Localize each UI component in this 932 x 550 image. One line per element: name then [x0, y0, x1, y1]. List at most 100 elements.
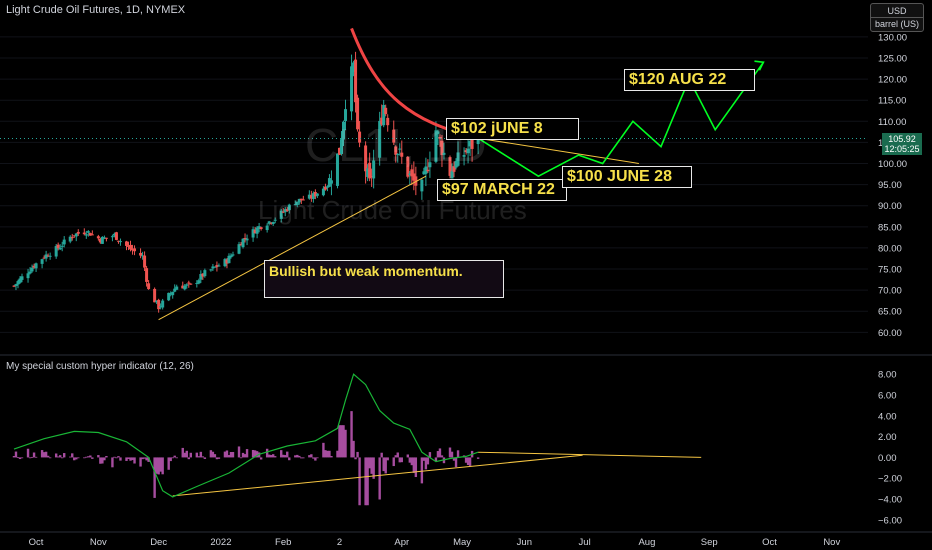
- histogram-bar: [280, 450, 283, 458]
- histogram-bar: [201, 456, 205, 458]
- histogram-bar: [12, 456, 16, 458]
- histogram-bar: [42, 452, 46, 458]
- histogram-bar: [20, 457, 24, 459]
- histogram-bar: [209, 450, 213, 458]
- histogram-bar: [330, 456, 333, 458]
- histogram-bar: [169, 457, 172, 462]
- currency-label: USD: [887, 6, 907, 16]
- annotation-aug22[interactable]: $120 AUG 22: [624, 69, 755, 91]
- histogram-bar: [73, 457, 76, 461]
- candle-body: [466, 148, 470, 154]
- histogram-bar: [253, 450, 257, 458]
- histogram-bar: [87, 456, 90, 458]
- last-price-tag: 105.92 12:05:25: [882, 133, 922, 155]
- candle-body: [124, 241, 128, 246]
- histogram-bar: [237, 446, 241, 458]
- annotation-june28[interactable]: $100 JUNE 28: [562, 166, 692, 188]
- histogram-bar: [438, 448, 442, 458]
- price-tick-label: 120.00: [878, 75, 907, 86]
- candle-body: [273, 219, 277, 221]
- histogram-bar: [89, 455, 92, 458]
- candle-body: [396, 154, 400, 156]
- candle-body: [245, 238, 249, 241]
- histogram-bar: [448, 447, 452, 458]
- price-tick-label: 115.00: [878, 96, 906, 107]
- histogram-bar: [131, 457, 134, 461]
- candle-body: [380, 117, 384, 125]
- histogram-bar: [428, 452, 432, 458]
- candle-body: [153, 288, 157, 303]
- histogram-bar: [302, 457, 305, 459]
- annotation-june8[interactable]: $102 jUNE 8: [446, 118, 579, 140]
- candle-body: [265, 225, 269, 231]
- histogram-bar: [34, 456, 38, 458]
- candle-body: [68, 236, 72, 242]
- candle-body: [32, 265, 36, 268]
- annotation-comment[interactable]: Bullish but weak momentum.: [264, 260, 504, 298]
- price-tick-label: 80.00: [878, 243, 902, 254]
- candle-body: [231, 254, 235, 256]
- time-tick-label: 2022: [210, 537, 231, 548]
- candle-body: [58, 247, 62, 250]
- histogram-bar: [412, 457, 416, 473]
- candle-body: [283, 209, 287, 213]
- candle-body: [412, 173, 416, 181]
- candle-body: [339, 139, 343, 155]
- candle-body: [225, 259, 229, 264]
- histogram-bar: [175, 457, 178, 459]
- histogram-bar: [203, 457, 207, 459]
- histogram-bar: [69, 456, 72, 458]
- histogram-bar: [354, 457, 357, 460]
- time-tick-label: Aug: [638, 537, 655, 548]
- histogram-bar: [296, 454, 299, 458]
- histogram-bar: [183, 452, 186, 458]
- histogram-bar: [115, 457, 118, 459]
- candle-body: [456, 152, 460, 166]
- last-price-countdown: 12:05:25: [884, 144, 920, 154]
- last-price-value: 105.92: [888, 134, 916, 144]
- histogram-bar: [243, 454, 247, 458]
- histogram-bar: [350, 411, 353, 458]
- projection-path: [477, 61, 765, 178]
- histogram-bar: [340, 425, 343, 458]
- histogram-bar: [227, 455, 231, 458]
- candle-body: [201, 273, 205, 277]
- histogram-bar: [386, 457, 389, 461]
- candle-body: [44, 254, 48, 259]
- candle-body: [229, 255, 233, 258]
- candle-body: [452, 166, 456, 172]
- candle-body: [335, 153, 339, 186]
- histogram-bar: [336, 450, 339, 458]
- candle-body: [84, 234, 88, 236]
- annotation-march22[interactable]: $97 MARCH 22: [437, 179, 567, 201]
- histogram-bar: [316, 457, 319, 459]
- price-tick-label: 110.00: [878, 117, 906, 128]
- histogram-bar: [245, 449, 249, 458]
- currency-unit-selector[interactable]: USD barrel (US): [870, 3, 924, 32]
- candle-body: [378, 120, 382, 158]
- candle-body: [344, 109, 348, 122]
- candle-body: [448, 157, 452, 176]
- histogram-bar: [46, 455, 50, 458]
- support-trendline: [158, 175, 427, 321]
- candle-body: [141, 255, 145, 257]
- candle-body: [110, 236, 114, 238]
- histogram-bar: [450, 451, 454, 458]
- candle-body: [195, 282, 199, 284]
- histogram-bar: [241, 452, 245, 458]
- histogram-bar: [468, 457, 472, 466]
- candle-body: [422, 171, 426, 175]
- candle-body: [112, 233, 116, 236]
- candle-body: [386, 117, 390, 126]
- histogram-bar: [133, 457, 136, 464]
- histogram-bar: [111, 457, 114, 468]
- histogram-bar: [265, 448, 269, 458]
- price-candles: [12, 51, 480, 313]
- indicator-title[interactable]: My special custom hyper indicator (12, 2…: [6, 361, 194, 372]
- histogram-bar: [229, 452, 233, 458]
- candle-body: [370, 176, 374, 178]
- time-tick-label: Feb: [275, 537, 291, 548]
- symbol-title[interactable]: Light Crude Oil Futures, 1D, NYMEX: [6, 4, 186, 16]
- histogram-bar: [161, 457, 164, 475]
- candle-body: [26, 273, 30, 279]
